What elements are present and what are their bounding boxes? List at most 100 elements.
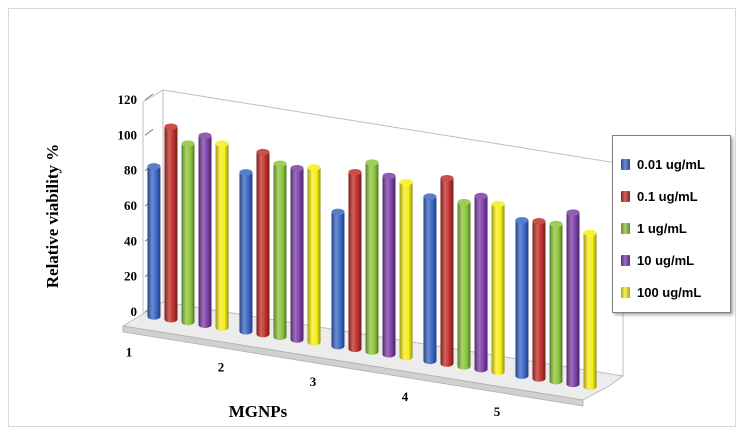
- bar-top: [256, 148, 270, 156]
- bar: [457, 198, 471, 370]
- bar-top: [549, 220, 563, 228]
- legend-item: 0.01 ug/mL: [621, 148, 730, 180]
- bar-top: [215, 140, 229, 147]
- legend-swatch: [621, 190, 630, 202]
- bar-top: [164, 123, 178, 130]
- y-tick-label: 0: [131, 304, 138, 319]
- bar-top: [181, 140, 195, 147]
- y-tick-mark: [144, 128, 154, 136]
- legend-label: 1 ug/mL: [637, 220, 687, 236]
- bar-body: [399, 182, 413, 361]
- bar-top: [307, 164, 321, 171]
- bar-top: [457, 198, 471, 206]
- bar: [440, 174, 454, 367]
- x-tick-label: 5: [494, 404, 501, 419]
- y-tick-label: 40: [124, 233, 137, 248]
- legend: 0.01 ug/mL 0.1 ug/mL 1 ug/mL 10 ug/mL 100 ug…: [612, 135, 731, 313]
- bar: [532, 218, 546, 382]
- bar-top: [273, 160, 287, 167]
- bar-top: [399, 178, 413, 186]
- bar: [583, 229, 597, 390]
- y-tick-label: 100: [118, 127, 138, 142]
- bar: [147, 163, 161, 320]
- bar: [566, 209, 580, 388]
- bar: [515, 217, 529, 379]
- legend-swatch: [621, 158, 630, 170]
- bar-body: [331, 211, 345, 350]
- bar: [239, 169, 253, 335]
- legend-label: 10 ug/mL: [637, 252, 695, 268]
- bar-top: [239, 169, 253, 176]
- y-tick-label: 80: [124, 163, 137, 178]
- legend-swatch: [621, 286, 630, 298]
- bar-top: [583, 229, 597, 237]
- y-tick-label: 60: [124, 198, 137, 213]
- bar-body: [532, 221, 546, 382]
- bar-body: [181, 143, 195, 326]
- bar-top: [532, 218, 546, 225]
- bar-body: [365, 162, 379, 355]
- bar-body: [491, 204, 505, 376]
- bar-body: [256, 152, 270, 338]
- bar-body: [440, 178, 454, 367]
- bar: [423, 193, 437, 365]
- bar-top: [365, 159, 379, 166]
- legend-label: 100 ug/mL: [637, 284, 702, 300]
- bar: [348, 168, 362, 353]
- x-tick-label: 3: [310, 374, 317, 389]
- bar-top: [290, 164, 304, 172]
- legend-swatch: [621, 254, 630, 266]
- bar: [474, 192, 488, 373]
- bar-body: [239, 172, 253, 335]
- bar: [382, 172, 396, 358]
- bar-body: [515, 220, 529, 379]
- bar: [215, 140, 229, 331]
- legend-item: 0.1 ug/mL: [621, 180, 730, 212]
- legend-item: 10 ug/mL: [621, 244, 730, 276]
- x-tick-label: 4: [402, 389, 409, 404]
- legend-swatch: [621, 222, 630, 234]
- bar-body: [348, 172, 362, 353]
- bar-top: [491, 200, 505, 208]
- bar-body: [290, 168, 304, 343]
- bar-body: [457, 202, 471, 370]
- y-tick-label: 120: [118, 92, 138, 107]
- bar-body: [215, 143, 229, 331]
- bar-body: [474, 196, 488, 373]
- bar: [307, 164, 321, 346]
- bar-body: [566, 212, 580, 388]
- bar-body: [382, 175, 396, 358]
- bar-top: [147, 163, 161, 170]
- legend-item: 1 ug/mL: [621, 212, 730, 244]
- bar-top: [423, 193, 437, 200]
- bar-body: [583, 232, 597, 390]
- bar-body: [164, 126, 178, 323]
- bar: [273, 160, 287, 340]
- bar-body: [198, 135, 212, 328]
- bar: [399, 178, 413, 361]
- bar-top: [331, 208, 345, 216]
- bar-body: [423, 196, 437, 365]
- x-axis-ticks: 1 2 3 4 5: [126, 345, 501, 419]
- bar: [290, 164, 304, 343]
- legend-item: 100 ug/mL: [621, 276, 730, 308]
- x-tick-label: 2: [218, 359, 225, 374]
- bar-top: [198, 132, 212, 139]
- floor-edge: [122, 325, 584, 407]
- bar: [256, 148, 270, 338]
- bar: [331, 208, 345, 350]
- legend-label: 0.1 ug/mL: [637, 188, 698, 204]
- y-axis-title: Relative viability %: [43, 144, 62, 288]
- y-tick-mark: [144, 93, 154, 101]
- bar-body: [147, 166, 161, 320]
- bar-top: [382, 172, 396, 180]
- bar-top: [440, 174, 454, 182]
- bar-top: [515, 217, 529, 224]
- bar-body: [273, 163, 287, 340]
- bar: [491, 200, 505, 376]
- bar: [549, 220, 563, 385]
- legend-label: 0.01 ug/mL: [637, 156, 705, 172]
- bar-group: [147, 123, 597, 390]
- bar: [365, 159, 379, 355]
